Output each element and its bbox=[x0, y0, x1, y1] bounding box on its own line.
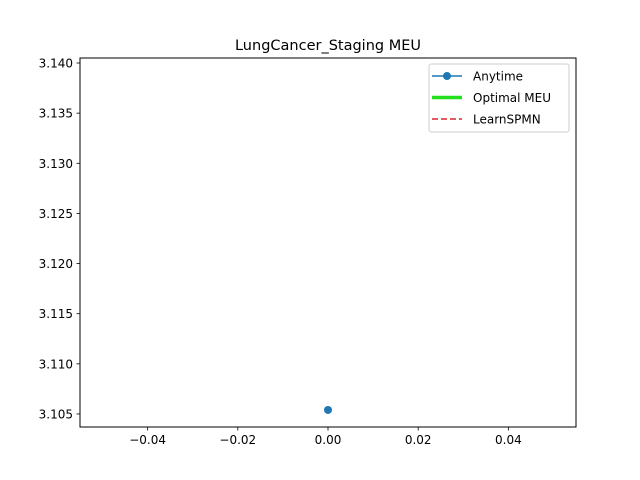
y-tick-label: 3.120 bbox=[39, 257, 73, 271]
legend: Anytime Optimal MEU LearnSPMN bbox=[428, 63, 570, 133]
x-tick-label: 0.04 bbox=[495, 433, 522, 447]
legend-box bbox=[428, 63, 570, 133]
y-tick-label: 3.115 bbox=[39, 307, 73, 321]
y-tick-label: 3.125 bbox=[39, 207, 73, 221]
legend-label: Anytime bbox=[473, 70, 523, 84]
x-tick-label: −0.02 bbox=[219, 433, 256, 447]
x-tick-label: −0.04 bbox=[129, 433, 166, 447]
y-tick-label: 3.140 bbox=[39, 57, 73, 71]
x-axis: −0.04 −0.02 0.00 0.02 0.04 bbox=[129, 427, 522, 447]
y-tick-label: 3.130 bbox=[39, 157, 73, 171]
chart-title: LungCancer_Staging MEU bbox=[235, 38, 421, 54]
plot-marks bbox=[324, 405, 332, 414]
y-axis: 3.105 3.110 3.115 3.120 3.125 3.130 3.135 3.140 bbox=[39, 57, 80, 421]
legend-label: LearnSPMN bbox=[473, 113, 541, 127]
y-tick-label: 3.135 bbox=[39, 107, 73, 121]
legend-marker-icon bbox=[443, 72, 451, 80]
x-tick-label: 0.00 bbox=[315, 433, 342, 447]
data-point-anytime bbox=[324, 405, 332, 414]
y-tick-label: 3.110 bbox=[39, 357, 73, 371]
y-tick-label: 3.105 bbox=[39, 407, 73, 421]
legend-label: Optimal MEU bbox=[473, 91, 551, 105]
x-tick-label: 0.02 bbox=[405, 433, 432, 447]
